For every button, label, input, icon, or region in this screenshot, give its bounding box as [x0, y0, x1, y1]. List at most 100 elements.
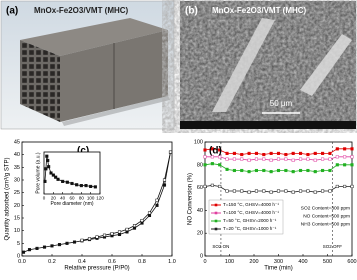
data-point: [269, 170, 273, 174]
data-point: [232, 151, 236, 155]
y-tick-label: 60: [197, 185, 203, 191]
data-point: [343, 163, 347, 167]
x-tick-label: 500: [323, 259, 332, 265]
data-point: [132, 224, 137, 228]
y-tick-label: 0: [17, 253, 20, 259]
data-point: [225, 151, 229, 155]
x-tick-label: 0.4: [78, 259, 86, 265]
data-point: [232, 157, 236, 161]
legend-box: [208, 199, 284, 235]
data-point: [35, 246, 39, 250]
data-point: [343, 184, 347, 189]
data-point: [350, 147, 354, 151]
data-point: [132, 226, 137, 230]
panel-label: (c): [77, 146, 89, 157]
data-point: [45, 154, 49, 158]
data-point: [299, 157, 303, 161]
event-label: SO2 OFF: [323, 244, 343, 249]
data-point: [247, 158, 251, 162]
data-point: [321, 189, 325, 193]
panel-label: (d): [209, 146, 222, 157]
legend-marker: [214, 211, 218, 215]
data-point: [125, 230, 129, 234]
sem-panel: 50 μm (b) MnOx-Fe2O3/VMT (MHC): [180, 1, 356, 129]
data-point: [240, 152, 244, 157]
plot-frame: [43, 151, 101, 195]
data-point: [168, 150, 173, 154]
data-point: [218, 184, 222, 189]
legend-marker: [214, 227, 218, 231]
data-point: [232, 189, 236, 193]
x-tick-label: 100: [87, 196, 95, 201]
y-tick-label: 20: [197, 231, 203, 237]
legend-marker: [214, 219, 218, 223]
data-point: [313, 170, 317, 174]
data-point: [350, 184, 354, 189]
data-point: [306, 157, 310, 161]
data-point: [276, 157, 281, 161]
data-point: [225, 167, 229, 171]
x-tick-label: 0.8: [138, 259, 146, 265]
data-point: [328, 189, 332, 193]
scale-bar-label: 50 μm: [270, 99, 293, 108]
data-point: [262, 189, 266, 193]
data-point: [80, 238, 84, 242]
data-point: [350, 155, 354, 159]
data-point: [335, 163, 339, 167]
data-point: [254, 151, 258, 155]
y-tick-label: 15: [14, 215, 20, 221]
data-point: [65, 241, 69, 245]
data-point: [240, 157, 244, 161]
condition-note: NO Content=500 ppm: [303, 213, 350, 219]
caption: MnOx-Fe2O3/VMT (MHC): [34, 6, 129, 15]
data-point: [218, 148, 222, 152]
data-point: [79, 184, 83, 188]
data-point: [140, 221, 144, 225]
data-point: [147, 211, 152, 215]
data-point: [262, 152, 266, 157]
data-point: [276, 151, 281, 155]
data-point: [56, 177, 60, 181]
data-point: [203, 184, 207, 189]
data-point: [84, 184, 88, 188]
data-point: [350, 163, 354, 167]
caption: MnOx-Fe2O3/VMT (MHC): [212, 6, 307, 15]
y-tick-label: 10: [14, 228, 20, 234]
x-tick-label: 80: [79, 196, 85, 201]
data-point: [42, 245, 47, 249]
data-point: [299, 168, 303, 173]
data-point: [49, 171, 53, 175]
data-point: [343, 147, 347, 151]
data-point: [75, 183, 79, 187]
data-point: [276, 189, 281, 193]
data-point: [299, 151, 303, 155]
condition-note: SO2 Content=300 ppm: [301, 205, 350, 211]
data-point: [210, 183, 214, 187]
data-point: [27, 248, 32, 252]
x-tick-label: 0: [203, 259, 206, 265]
data-point: [51, 173, 55, 177]
data-point: [343, 155, 347, 159]
data-point: [321, 168, 325, 173]
data-point: [269, 151, 273, 155]
data-point: [44, 167, 48, 171]
data-point: [95, 235, 99, 239]
data-point: [210, 147, 214, 151]
y-tick-label: 20: [14, 203, 20, 209]
y-axis-label: Pore volume (a.u.): [35, 152, 41, 193]
data-point: [70, 181, 74, 186]
data-point: [203, 155, 207, 159]
y-tick-label: 5: [17, 241, 20, 247]
y-tick-label: 40: [197, 208, 203, 214]
data-point: [269, 190, 273, 194]
x-axis-label: Relative pressure (P/P0): [64, 266, 129, 272]
x-tick-label: 120: [96, 196, 104, 201]
data-point: [328, 151, 332, 155]
panel-label: (a): [6, 6, 18, 17]
data-point: [321, 151, 325, 155]
data-point: [87, 237, 92, 241]
y-tick-label: 40: [14, 152, 20, 158]
data-point: [162, 183, 167, 187]
plot-frame: [204, 141, 353, 257]
data-point: [21, 250, 26, 254]
